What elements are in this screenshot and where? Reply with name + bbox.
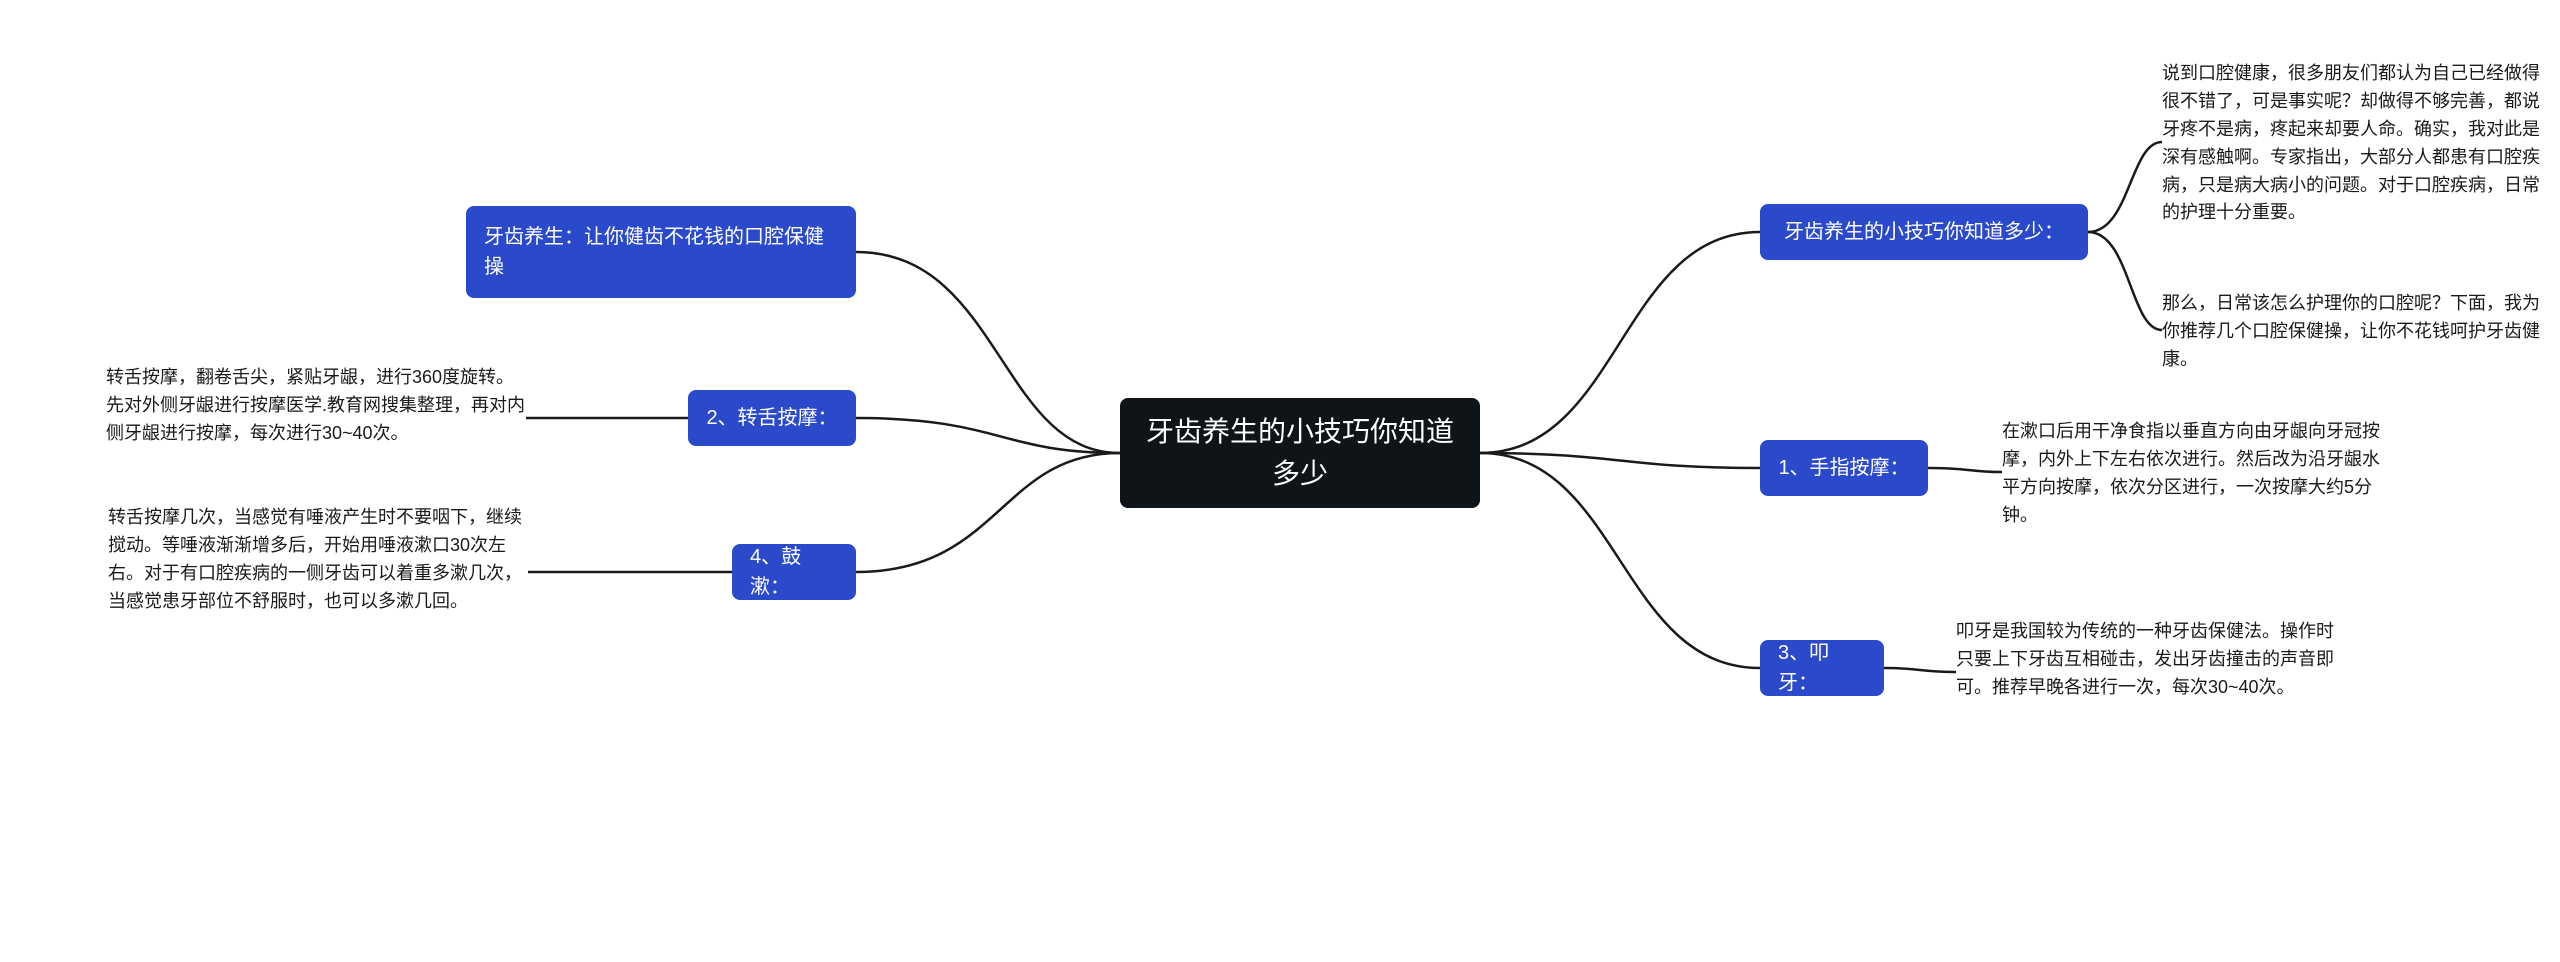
node-label: 4、鼓漱： xyxy=(750,542,838,602)
edge xyxy=(2088,232,2162,330)
left-node-1: 牙齿养生：让你健齿不花钱的口腔保健操 xyxy=(466,206,856,298)
edge xyxy=(1928,468,2002,472)
node-label: 2、转舌按摩： xyxy=(706,403,837,433)
edge xyxy=(1480,232,1760,453)
edge xyxy=(2088,142,2162,232)
node-label: 牙齿养生：让你健齿不花钱的口腔保健操 xyxy=(484,222,838,282)
edge xyxy=(856,252,1120,453)
edge xyxy=(1480,453,1760,668)
right-leaf-2: 在漱口后用干净食指以垂直方向由牙龈向牙冠按摩，内外上下左右依次进行。然后改为沿牙… xyxy=(2002,418,2392,530)
right-leaf-3: 叩牙是我国较为传统的一种牙齿保健法。操作时只要上下牙齿互相碰击，发出牙齿撞击的声… xyxy=(1956,618,2346,702)
root-label: 牙齿养生的小技巧你知道多少 xyxy=(1138,411,1462,495)
right-node-1: 牙齿养生的小技巧你知道多少： xyxy=(1760,204,2088,260)
left-leaf-2: 转舌按摩，翻卷舌尖，紧贴牙龈，进行360度旋转。先对外侧牙龈进行按摩医学.教育网… xyxy=(106,364,526,448)
edge xyxy=(856,418,1120,453)
node-label: 牙齿养生的小技巧你知道多少： xyxy=(1784,217,2064,247)
left-node-3: 4、鼓漱： xyxy=(732,544,856,600)
edge xyxy=(1884,668,1956,672)
node-label: 1、手指按摩： xyxy=(1778,453,1909,483)
node-label: 3、叩牙： xyxy=(1778,638,1866,698)
edge xyxy=(856,453,1120,572)
right-node-3: 3、叩牙： xyxy=(1760,640,1884,696)
right-leaf-1b: 那么，日常该怎么护理你的口腔呢？下面，我为你推荐几个口腔保健操，让你不花钱呵护牙… xyxy=(2162,290,2552,374)
left-node-2: 2、转舌按摩： xyxy=(688,390,856,446)
right-node-2: 1、手指按摩： xyxy=(1760,440,1928,496)
root-node: 牙齿养生的小技巧你知道多少 xyxy=(1120,398,1480,508)
left-leaf-3: 转舌按摩几次，当感觉有唾液产生时不要咽下，继续搅动。等唾液渐渐增多后，开始用唾液… xyxy=(108,504,528,616)
right-leaf-1a: 说到口腔健康，很多朋友们都认为自己已经做得很不错了，可是事实呢？却做得不够完善，… xyxy=(2162,60,2552,227)
edge xyxy=(1480,453,1760,468)
